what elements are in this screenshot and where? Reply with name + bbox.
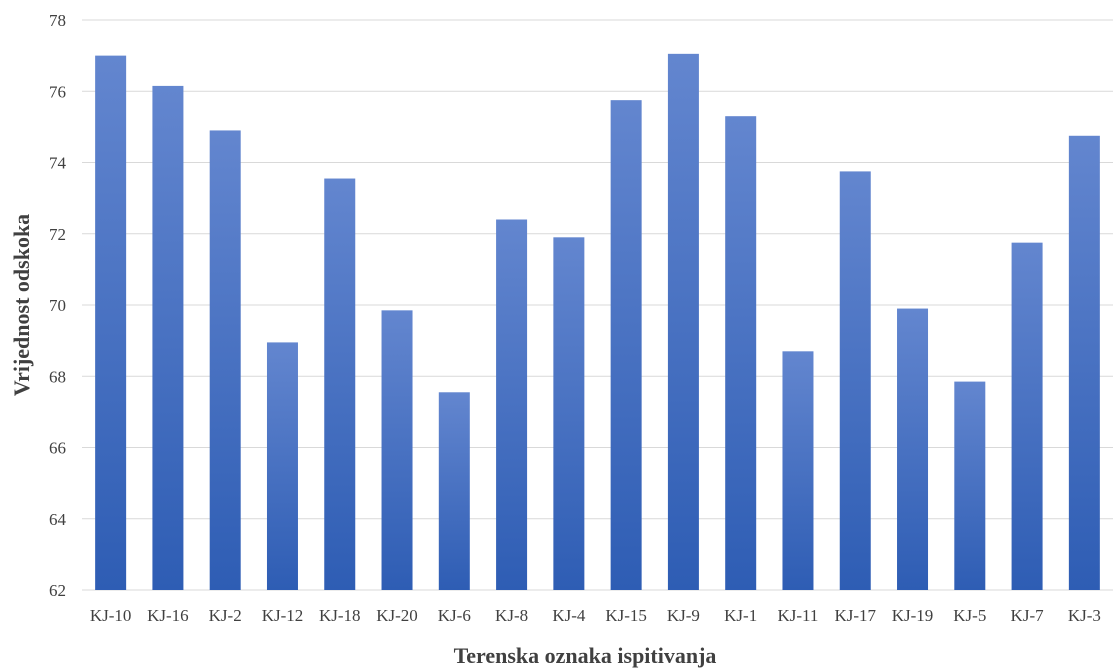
x-tick-label: KJ-10 [90, 606, 132, 625]
x-tick-label: KJ-6 [438, 606, 471, 625]
y-tick-label: 78 [49, 11, 66, 30]
bar-kj-11 [782, 351, 814, 590]
x-tick-label: KJ-16 [147, 606, 189, 625]
x-tick-label: KJ-12 [262, 606, 304, 625]
x-tick-label: KJ-19 [892, 606, 934, 625]
bar-kj-18 [324, 178, 356, 590]
y-axis-ticks: 62 64 66 68 70 72 74 76 78 [49, 11, 67, 600]
x-tick-label: KJ-2 [209, 606, 242, 625]
x-tick-label: KJ-9 [667, 606, 700, 625]
x-tick-label: KJ-7 [1011, 606, 1045, 625]
bar-kj-20 [381, 310, 413, 590]
gridlines [82, 19, 1113, 591]
y-tick-label: 66 [49, 439, 66, 458]
bar-kj-8 [496, 219, 528, 590]
x-tick-label: KJ-20 [376, 606, 418, 625]
bar-kj-7 [1011, 242, 1043, 590]
bar-kj-1 [725, 116, 757, 590]
bar-kj-2 [209, 130, 241, 590]
bar-kj-12 [266, 342, 298, 590]
bar-kj-9 [667, 53, 699, 590]
bar-kj-4 [553, 237, 585, 590]
y-tick-label: 70 [49, 296, 66, 315]
x-tick-label: KJ-17 [834, 606, 876, 625]
bars [95, 53, 1100, 590]
x-tick-label: KJ-1 [724, 606, 757, 625]
x-tick-label: KJ-3 [1068, 606, 1101, 625]
x-tick-label: KJ-15 [605, 606, 647, 625]
bar-kj-15 [610, 100, 642, 590]
y-tick-label: 76 [49, 82, 66, 101]
bar-kj-19 [897, 308, 929, 590]
x-tick-label: KJ-18 [319, 606, 361, 625]
x-tick-label: KJ-8 [495, 606, 528, 625]
y-tick-label: 64 [49, 510, 67, 529]
bar-kj-17 [839, 171, 871, 590]
x-axis-title: Terenska oznaka ispitivanja [454, 643, 717, 668]
x-axis-ticks: KJ-10 KJ-16 KJ-2 KJ-12 KJ-18 KJ-20 KJ-6 KJ-8 KJ-… [90, 606, 1101, 625]
bar-kj-10 [95, 55, 127, 590]
y-tick-label: 62 [49, 581, 66, 600]
x-tick-label: KJ-5 [953, 606, 986, 625]
x-tick-label: KJ-4 [552, 606, 586, 625]
x-tick-label: KJ-11 [778, 606, 819, 625]
y-tick-label: 74 [49, 154, 67, 173]
bar-kj-16 [152, 85, 184, 590]
y-axis-title: Vrijednost odskoka [9, 214, 34, 396]
y-tick-label: 68 [49, 367, 66, 386]
bar-kj-3 [1068, 135, 1100, 590]
y-tick-label: 72 [49, 225, 66, 244]
bar-kj-6 [438, 392, 470, 590]
bar-kj-5 [954, 381, 986, 590]
